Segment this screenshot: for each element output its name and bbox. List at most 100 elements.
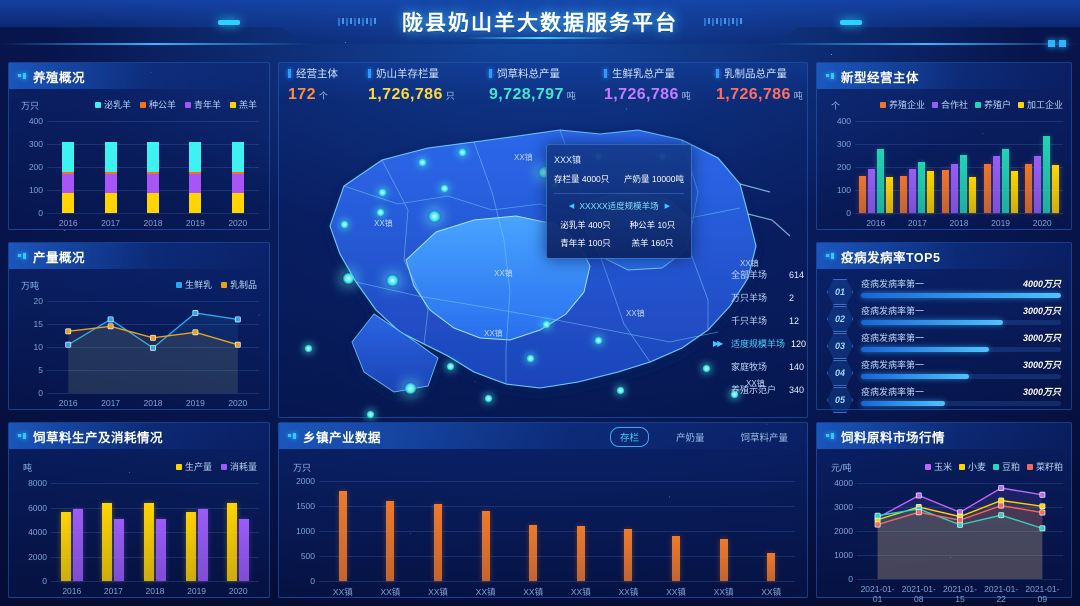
map-point[interactable] (340, 220, 349, 229)
map-point-active[interactable] (404, 382, 417, 395)
panel-header: 乡镇产业数据 存栏 产奶量 饲草料产量 (279, 423, 807, 449)
map-point[interactable] (542, 320, 551, 329)
map-town-label: XX镇 (740, 259, 759, 268)
legend-swatch-icon (175, 463, 182, 470)
disease-name: 疫病发病率第一 (861, 279, 925, 289)
x-axis-tick: 2017 (101, 398, 121, 408)
map-point-active[interactable] (428, 210, 441, 223)
map-point[interactable] (616, 386, 625, 395)
legend-label: 豆粕 (1001, 462, 1020, 472)
chart-breeding: 0 100 200 300 400 2016 2017 2018 2019 2020 (9, 115, 271, 231)
legend-swatch-icon (992, 463, 999, 470)
map-town-label: XX镇 (374, 219, 393, 228)
township-tab[interactable]: 饲草料产量 (740, 433, 788, 444)
grid-line (51, 556, 259, 558)
legend-swatch-icon (220, 463, 227, 470)
map-stat-value: 12 (788, 315, 799, 326)
legend-item: 养殖企业 (879, 98, 925, 111)
map-stat-row[interactable]: 家庭牧场 140 (713, 360, 806, 373)
map-point[interactable] (376, 208, 385, 217)
map-stat-row[interactable]: 千只羊场 12 (713, 314, 806, 327)
legend-swatch-icon (1017, 101, 1024, 108)
y-axis-tick: 200 (836, 162, 851, 172)
map-point[interactable] (418, 158, 427, 167)
county-map[interactable]: XX镇 XX镇 XX镇 XX镇 XX镇 XX镇 XX镇 XXX镇 存栏量 4000只 产奶量… (278, 100, 808, 419)
map-point[interactable] (440, 184, 449, 193)
tooltip-breakdown-item: 泌乳羊 400只 (560, 220, 611, 230)
panel-header: 饲料原料市场行情 (817, 423, 1071, 449)
bar (767, 552, 776, 581)
bar (1025, 164, 1033, 213)
panel-header: 饲草料生产及消耗情况 (9, 423, 269, 449)
map-point[interactable] (366, 410, 375, 419)
bar-segment (147, 173, 159, 194)
rank-fill (861, 320, 1003, 325)
map-point-active[interactable] (342, 272, 355, 285)
legend-swatch-icon (139, 101, 146, 108)
bar (719, 539, 728, 581)
panel-title: 新型经营主体 (841, 70, 920, 85)
map-point[interactable] (526, 354, 535, 363)
map-point[interactable] (702, 364, 711, 373)
tooltip-stock: 存栏量 4000只 (554, 174, 610, 184)
township-tab[interactable]: 存栏 (609, 427, 649, 447)
kpi-label: 乳制品总产量 (716, 66, 803, 81)
panel-title: 疫病发病率TOP5 (841, 250, 941, 265)
y-axis-tick: 100 (28, 185, 43, 195)
map-point[interactable] (446, 362, 455, 371)
x-axis-tick: 2020 (1032, 218, 1052, 228)
disease-rank-row[interactable]: 01 疫病发病率第一 4000万只 (827, 277, 1061, 309)
map-point-active[interactable] (386, 274, 399, 287)
map-stat-row[interactable]: 养殖示范户 340 (713, 383, 806, 396)
map-point[interactable] (594, 336, 603, 345)
y-axis-tick: 0 (310, 576, 315, 586)
bar-segment (147, 171, 159, 174)
map-town-label: XX镇 (484, 329, 503, 338)
bar-segment (62, 171, 75, 174)
y-axis-tick: 1000 (834, 550, 853, 560)
page-title: 陇县奶山羊大数据服务平台 (402, 12, 678, 35)
panel-header: 疫病发病率TOP5 (817, 243, 1071, 269)
disease-name: 疫病发病率第一 (861, 387, 925, 397)
disease-rank-row[interactable]: 04 疫病发病率第一 3000万只 (827, 358, 1061, 390)
legend-item: 乳制品 (220, 278, 257, 291)
disease-rank-row[interactable]: 03 疫病发病率第一 3000万只 (827, 331, 1061, 363)
bar (927, 171, 935, 213)
map-stat-row[interactable]: ▶▶ 适度规模羊场 120 (713, 337, 806, 350)
disease-rank-row[interactable]: 05 疫病发病率第一 3000万只 (827, 385, 1061, 417)
map-point[interactable] (730, 390, 739, 399)
panel-breeding-overview: 养殖概况 万只 泌乳羊 种公羊 青年羊 羔羊 0 100 200 300 400 2016… (8, 62, 270, 230)
map-stat-row[interactable]: 全部羊场 614 (713, 268, 806, 281)
map-stat-value: 2 (788, 292, 794, 303)
legend-item: 泌乳羊 (94, 98, 131, 111)
grid-line (319, 556, 795, 557)
bar (434, 504, 442, 581)
bar (1052, 164, 1060, 213)
rank-badge: 03 (827, 333, 853, 359)
grid-line (47, 324, 259, 325)
panel-disease-top5: 疫病发病率TOP5 01 疫病发病率第一 4000万只 02 疫病发病率第一 3000万只… (816, 242, 1072, 413)
chart-forage: 0 2000 4000 6000 8000 2016 2017 2018 2019 2020 (9, 477, 271, 599)
line-series-svg (874, 485, 1046, 579)
map-stat-name: 千只羊场 (730, 316, 767, 326)
map-stat-row[interactable]: 万只羊场 2 (713, 291, 806, 304)
y-axis-tick: 2000 (28, 551, 47, 562)
y-axis-tick: 1500 (296, 501, 315, 511)
y-axis-tick: 400 (28, 116, 43, 126)
map-point[interactable] (458, 148, 467, 157)
y-axis-tick: 100 (836, 185, 851, 195)
map-point[interactable] (484, 394, 493, 403)
y-axis-unit: 万只 (293, 463, 312, 473)
next-farm-icon[interactable]: ▶ (664, 203, 670, 210)
map-point[interactable] (304, 344, 313, 353)
prev-farm-icon[interactable]: ◀ (568, 203, 574, 210)
y-axis-unit: 个 (831, 101, 841, 111)
y-axis-tick: 2000 (834, 526, 853, 536)
map-stat-name: 万只羊场 (730, 293, 767, 303)
township-tab[interactable]: 产奶量 (675, 433, 705, 444)
map-stat-name: 全部羊场 (730, 270, 767, 280)
y-axis-tick: 2000 (296, 476, 315, 486)
disease-rank-row[interactable]: 02 疫病发病率第一 3000万只 (827, 304, 1061, 336)
map-point[interactable] (378, 188, 387, 197)
